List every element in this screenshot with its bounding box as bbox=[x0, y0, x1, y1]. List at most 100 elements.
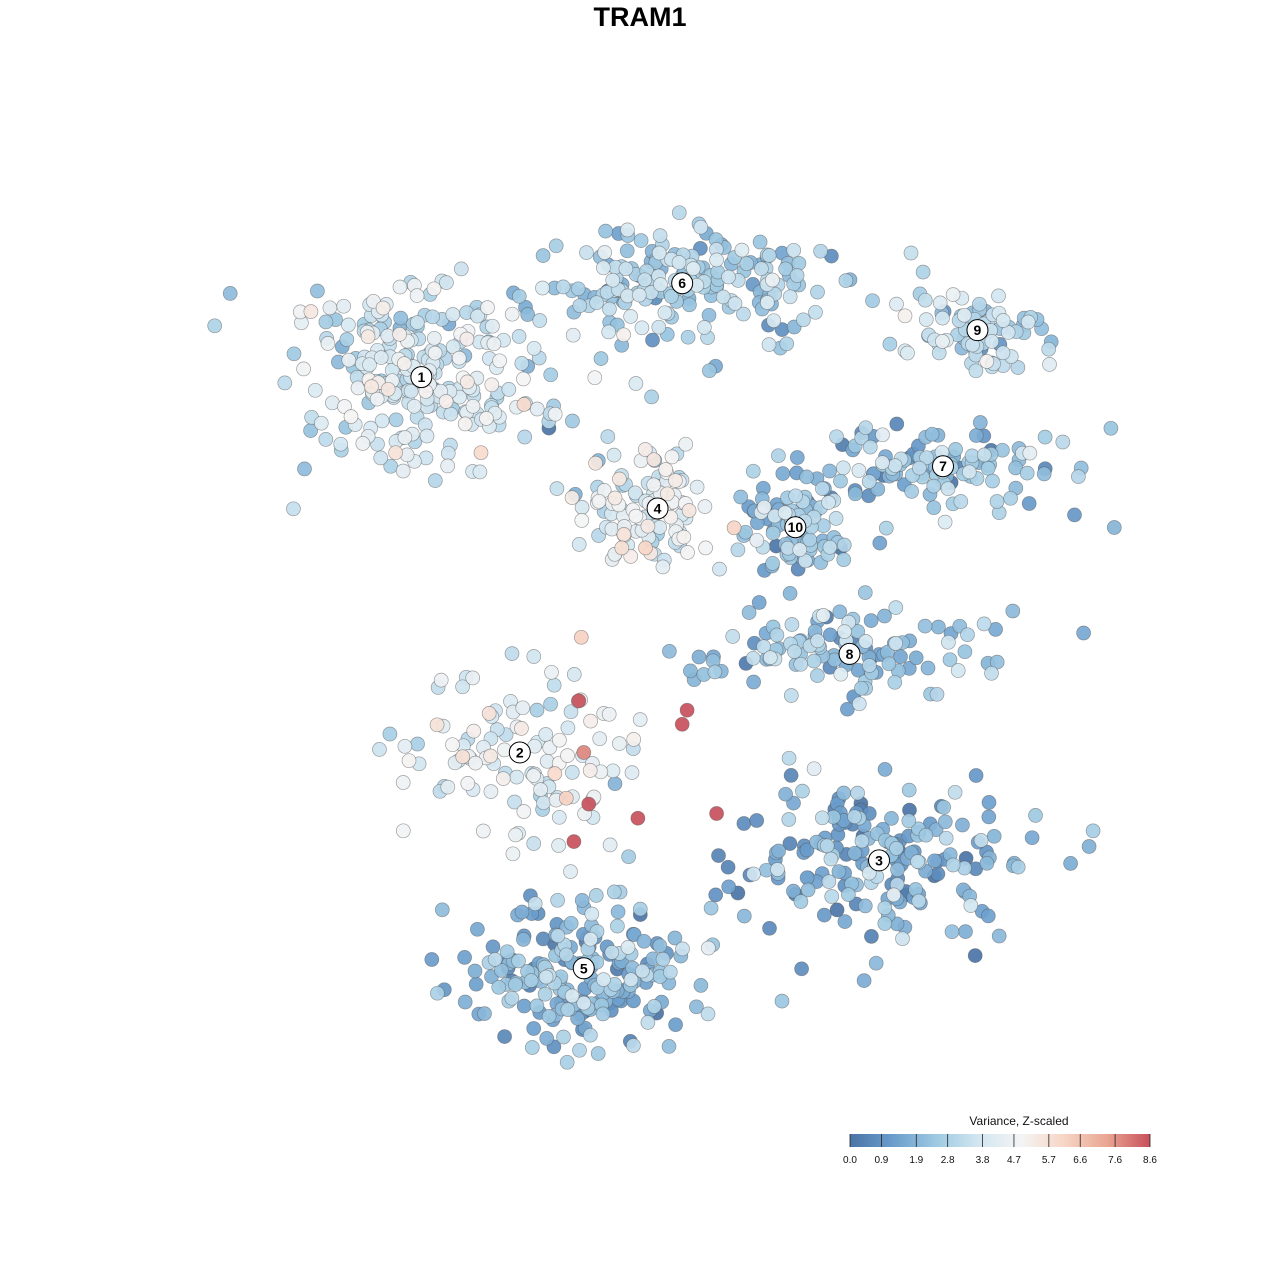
cluster-label-2: 2 bbox=[508, 741, 531, 764]
data-point bbox=[771, 448, 786, 464]
data-point bbox=[778, 786, 793, 802]
data-point bbox=[736, 306, 751, 322]
data-point bbox=[645, 332, 660, 348]
data-point bbox=[887, 458, 903, 473]
cluster-label-badge bbox=[572, 957, 595, 980]
data-point bbox=[931, 619, 946, 635]
data-point bbox=[627, 485, 643, 501]
data-point bbox=[756, 639, 771, 654]
data-point bbox=[889, 841, 904, 856]
data-point bbox=[697, 499, 713, 514]
data-point bbox=[529, 702, 545, 718]
data-point bbox=[875, 455, 890, 470]
data-point bbox=[438, 394, 454, 409]
data-point bbox=[1106, 520, 1122, 535]
data-point bbox=[1003, 490, 1018, 506]
data-point bbox=[761, 248, 777, 263]
data-point bbox=[392, 326, 407, 342]
data-point bbox=[601, 706, 617, 722]
data-point bbox=[799, 469, 814, 485]
data-point bbox=[881, 656, 897, 672]
data-point bbox=[369, 391, 385, 407]
data-point bbox=[984, 334, 1000, 349]
data-point bbox=[286, 346, 302, 362]
data-point bbox=[477, 1006, 492, 1021]
data-point bbox=[726, 520, 742, 536]
data-point bbox=[808, 304, 823, 320]
data-point bbox=[693, 219, 709, 235]
data-point bbox=[770, 862, 785, 877]
data-point bbox=[721, 269, 736, 285]
data-point bbox=[286, 501, 301, 517]
data-point bbox=[590, 1046, 606, 1061]
cluster-label-text: 3 bbox=[875, 852, 883, 868]
data-point bbox=[858, 634, 874, 649]
data-point bbox=[756, 499, 772, 515]
data-point bbox=[560, 1002, 576, 1017]
data-point bbox=[533, 782, 548, 797]
data-point bbox=[938, 830, 954, 846]
colorbar-ticks: 0.0 0.9 1.9 2.8 3.8 4.7 5.7 6.6 7.6 8.6 bbox=[843, 1134, 1157, 1166]
data-point bbox=[972, 415, 988, 430]
data-point bbox=[493, 963, 509, 978]
data-point bbox=[552, 732, 567, 748]
colorbar-tick-label: 3.8 bbox=[976, 1155, 990, 1166]
data-point bbox=[322, 300, 338, 316]
data-point bbox=[637, 272, 653, 288]
data-point bbox=[1063, 856, 1078, 871]
data-point bbox=[816, 907, 832, 923]
data-point bbox=[782, 586, 798, 601]
data-point bbox=[395, 463, 411, 479]
data-point bbox=[605, 272, 621, 288]
data-point bbox=[526, 340, 542, 356]
data-point bbox=[824, 889, 840, 904]
data-point bbox=[501, 382, 517, 397]
data-point bbox=[754, 261, 769, 277]
data-point bbox=[472, 464, 488, 480]
data-point bbox=[685, 261, 701, 276]
data-point bbox=[612, 736, 627, 751]
data-point bbox=[689, 479, 705, 495]
data-point bbox=[457, 950, 472, 965]
data-point bbox=[582, 763, 598, 778]
data-point bbox=[495, 771, 511, 786]
data-point bbox=[708, 887, 724, 903]
data-point bbox=[467, 963, 483, 979]
data-point bbox=[551, 809, 567, 825]
data-point bbox=[829, 902, 845, 918]
data-point bbox=[985, 473, 1000, 489]
data-point bbox=[973, 833, 989, 848]
cluster-label-3: 3 bbox=[868, 849, 891, 872]
data-point bbox=[752, 234, 768, 250]
data-point bbox=[793, 656, 809, 672]
data-point bbox=[832, 604, 848, 620]
data-point bbox=[765, 556, 780, 571]
data-point bbox=[600, 429, 616, 444]
data-point bbox=[440, 779, 456, 795]
data-point bbox=[989, 494, 1005, 509]
data-point bbox=[887, 674, 903, 690]
data-point bbox=[362, 357, 377, 373]
data-point bbox=[924, 426, 940, 442]
data-point bbox=[791, 255, 807, 271]
data-point bbox=[591, 493, 607, 509]
cluster-label-text: 9 bbox=[974, 322, 982, 338]
data-point bbox=[623, 549, 639, 564]
data-point bbox=[836, 537, 852, 553]
data-point bbox=[889, 416, 905, 432]
data-point bbox=[588, 455, 603, 471]
data-point bbox=[799, 870, 815, 886]
data-point bbox=[1085, 823, 1101, 839]
data-point bbox=[956, 307, 972, 323]
data-point bbox=[884, 811, 899, 826]
data-point bbox=[556, 1029, 571, 1045]
data-point bbox=[596, 972, 611, 987]
data-point bbox=[918, 827, 934, 843]
data-point bbox=[900, 345, 915, 361]
data-point bbox=[499, 944, 515, 960]
data-point bbox=[457, 416, 473, 432]
data-point bbox=[794, 961, 809, 977]
colorbar-tick-label: 5.7 bbox=[1042, 1155, 1056, 1166]
data-point bbox=[901, 782, 917, 798]
data-point bbox=[341, 352, 357, 368]
